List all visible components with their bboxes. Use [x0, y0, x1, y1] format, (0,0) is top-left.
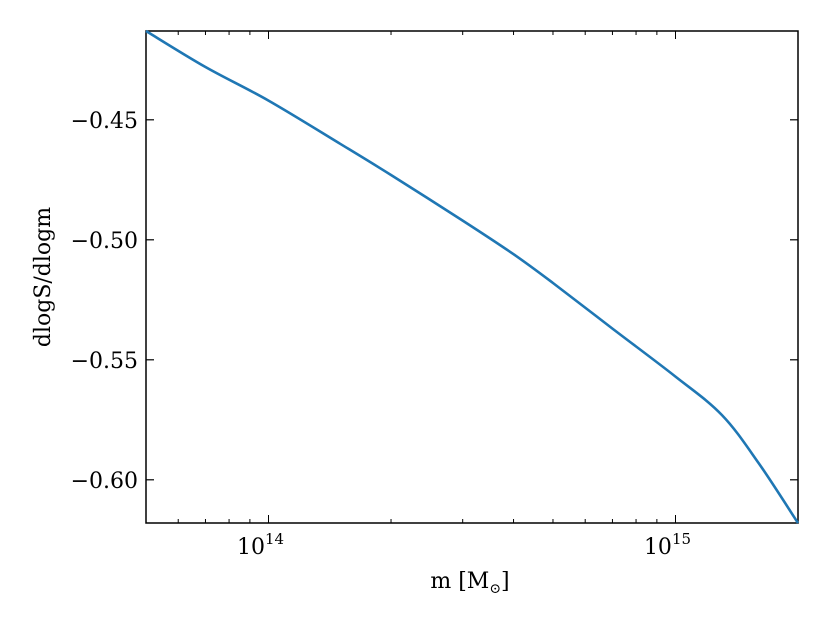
series-line: [145, 29, 800, 524]
plot-frame: [145, 30, 799, 524]
series-group: [145, 29, 800, 524]
tick-labels: −0.45 −0.50 −0.55 −0.60 1014 1015: [71, 109, 691, 560]
y-tick-label: −0.50: [71, 229, 138, 254]
x-axis-label: m [M⊙]: [430, 569, 509, 597]
y-tick-label: −0.45: [71, 109, 138, 134]
x-tick-label: 1014: [237, 530, 284, 560]
ticks: [145, 31, 799, 523]
y-tick-label: −0.60: [71, 469, 138, 494]
y-axis-label: dlogS/dlogm: [31, 207, 56, 347]
y-tick-label: −0.55: [71, 349, 138, 374]
x-tick-label: 1015: [644, 530, 691, 560]
